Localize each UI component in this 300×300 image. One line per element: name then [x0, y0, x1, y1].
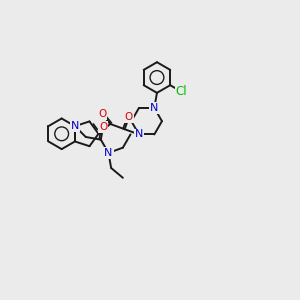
Text: N: N — [71, 121, 79, 131]
Text: O: O — [99, 122, 107, 132]
Text: Cl: Cl — [176, 85, 187, 98]
Text: O: O — [125, 112, 133, 122]
Text: N: N — [135, 129, 143, 140]
Text: N: N — [104, 148, 113, 158]
Text: O: O — [98, 109, 106, 119]
Text: N: N — [150, 103, 158, 113]
